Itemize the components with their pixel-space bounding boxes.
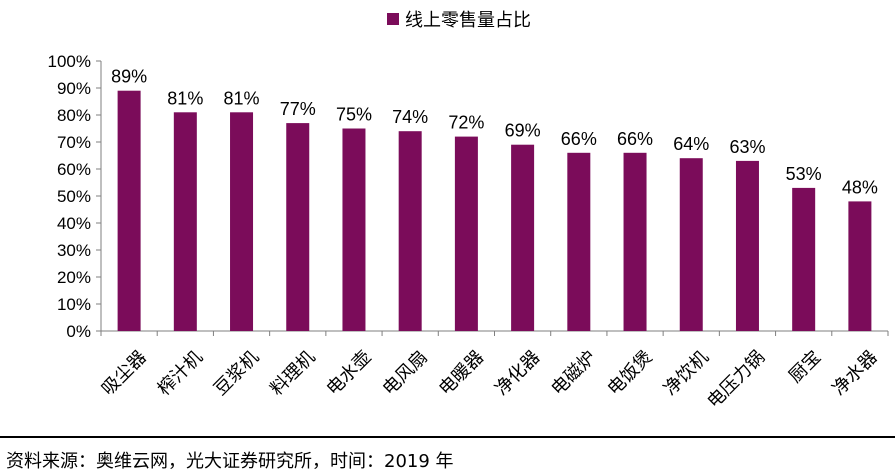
data-label: 77% xyxy=(280,99,316,119)
data-label: 63% xyxy=(729,137,765,157)
y-tick-label: 30% xyxy=(57,241,91,260)
bar xyxy=(398,131,422,331)
bar xyxy=(679,158,703,331)
y-tick-label: 50% xyxy=(57,187,91,206)
bar-chart: 线上零售量占比 0% 10% 20% 30% 40% 50% 60% 70% 80% 90% 100… xyxy=(48,10,889,413)
bar xyxy=(117,90,141,331)
category-label: 电压力锅 xyxy=(703,347,769,413)
category-label: 电暖器 xyxy=(435,347,488,400)
data-label: 69% xyxy=(505,121,541,141)
source-footer: 资料来源：奥维云网，光大证券研究所，时间：2019 年 xyxy=(0,436,895,476)
category-label: 电水壶 xyxy=(323,347,376,400)
data-label: 64% xyxy=(673,134,709,154)
category-labels: 吸尘器 榨汁机 豆浆机 料理机 电水壶 电风扇 电暖器 净化器 电磁炉 电饭煲 净饮机电压力锅 厨宝净… xyxy=(98,347,882,413)
legend-swatch xyxy=(387,13,399,25)
category-label: 料理机 xyxy=(266,347,319,400)
source-text: 资料来源：奥维云网，光大证券研究所，时间：2019 年 xyxy=(6,451,454,472)
y-tick-label: 70% xyxy=(57,133,91,152)
data-label: 81% xyxy=(224,88,260,108)
y-tick-label: 40% xyxy=(57,214,91,233)
legend-label: 线上零售量占比 xyxy=(405,10,531,31)
data-label: 81% xyxy=(167,88,203,108)
category-label: 电风扇 xyxy=(379,347,432,400)
bar xyxy=(173,112,197,331)
data-labels: 89% 81% 81% 77% 75% 74% 72% 69% 66% 66% 64% 63% 53% 4… xyxy=(111,67,878,198)
category-label: 净化器 xyxy=(491,347,544,400)
bar xyxy=(848,201,872,331)
bar xyxy=(230,112,254,331)
category-label: 电磁炉 xyxy=(547,347,600,400)
category-label: 榨汁机 xyxy=(154,347,207,400)
bar xyxy=(286,123,310,331)
y-axis: 0% 10% 20% 30% 40% 50% 60% 70% 80% 90% 100% xyxy=(48,52,102,341)
category-label: 电饭煲 xyxy=(604,347,657,400)
y-tick-label: 0% xyxy=(66,322,91,341)
data-label: 53% xyxy=(786,164,822,184)
data-label: 48% xyxy=(842,177,878,197)
data-label: 89% xyxy=(111,67,147,87)
category-label: 净饮机 xyxy=(660,347,713,400)
x-axis xyxy=(100,330,889,336)
data-label: 66% xyxy=(617,129,653,149)
data-label: 74% xyxy=(392,107,428,127)
category-label: 厨宝 xyxy=(785,347,825,387)
y-tick-label: 20% xyxy=(57,268,91,287)
data-label: 66% xyxy=(561,129,597,149)
y-tick-label: 10% xyxy=(57,295,91,314)
y-tick-label: 100% xyxy=(48,52,91,71)
data-label: 75% xyxy=(336,105,372,125)
category-label: 豆浆机 xyxy=(210,347,263,400)
bar xyxy=(623,152,647,331)
legend: 线上零售量占比 xyxy=(387,10,531,31)
bar xyxy=(511,144,535,331)
bar xyxy=(567,152,591,331)
bar xyxy=(454,136,478,331)
category-label: 吸尘器 xyxy=(98,347,151,400)
bar xyxy=(735,160,759,331)
bar xyxy=(342,128,366,331)
bar xyxy=(792,187,816,331)
category-label: 净水器 xyxy=(828,347,881,400)
y-tick-label: 80% xyxy=(57,106,91,125)
y-tick-label: 90% xyxy=(57,79,91,98)
y-tick-label: 60% xyxy=(57,160,91,179)
data-label: 72% xyxy=(448,113,484,133)
bars xyxy=(117,90,872,331)
